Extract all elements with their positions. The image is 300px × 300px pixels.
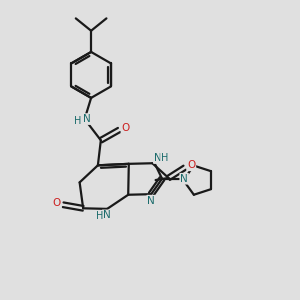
Text: H: H	[74, 116, 82, 126]
Text: N: N	[154, 153, 161, 163]
Text: O: O	[187, 160, 195, 170]
Text: H: H	[95, 211, 103, 221]
Text: N: N	[83, 114, 91, 124]
Text: N: N	[147, 196, 155, 206]
Text: O: O	[52, 198, 61, 208]
Text: O: O	[122, 123, 130, 133]
Text: N: N	[103, 210, 110, 220]
Text: H: H	[161, 153, 168, 163]
Text: N: N	[180, 174, 188, 184]
